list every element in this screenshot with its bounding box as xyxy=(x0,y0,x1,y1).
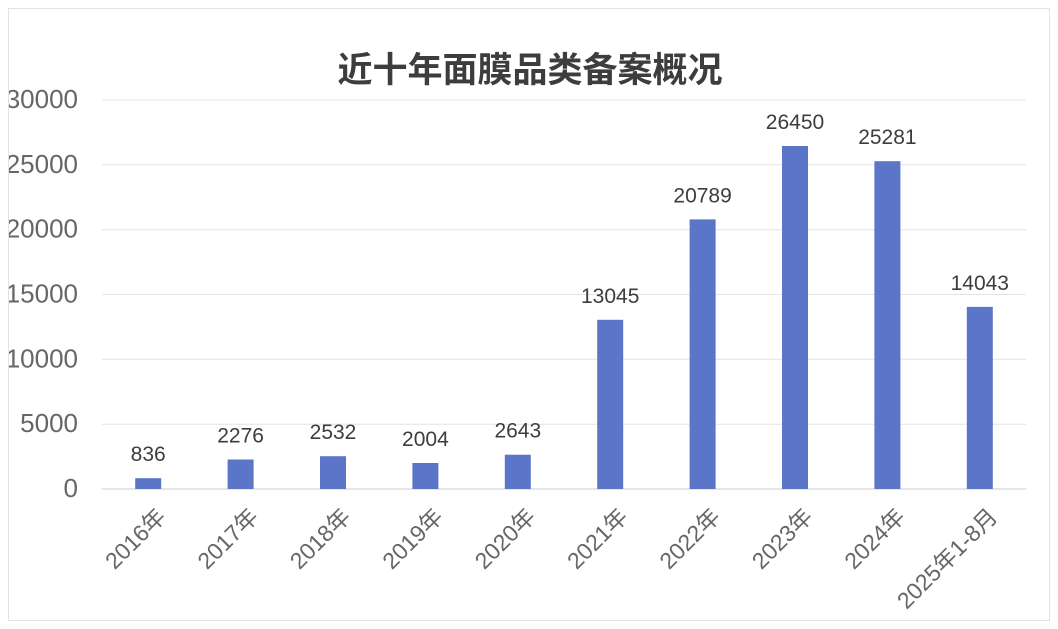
svg-text:30000: 30000 xyxy=(9,84,78,114)
svg-text:2018年: 2018年 xyxy=(285,503,356,574)
svg-text:2021年: 2021年 xyxy=(562,503,633,574)
svg-text:2532: 2532 xyxy=(310,421,357,444)
svg-text:2004: 2004 xyxy=(402,428,449,451)
svg-text:2025年1-8月: 2025年1-8月 xyxy=(892,503,1003,614)
svg-text:0: 0 xyxy=(64,473,78,503)
svg-text:2016年: 2016年 xyxy=(100,503,171,574)
svg-text:2023年: 2023年 xyxy=(747,503,818,574)
svg-text:10000: 10000 xyxy=(9,343,78,373)
svg-text:2024年: 2024年 xyxy=(839,503,910,574)
svg-text:25000: 25000 xyxy=(9,149,78,179)
svg-text:13045: 13045 xyxy=(581,285,639,308)
svg-text:2643: 2643 xyxy=(494,420,541,443)
svg-text:2019年: 2019年 xyxy=(377,503,448,574)
svg-text:5000: 5000 xyxy=(20,408,78,438)
svg-text:2022年: 2022年 xyxy=(654,503,725,574)
svg-text:20789: 20789 xyxy=(673,184,731,207)
svg-text:14043: 14043 xyxy=(951,272,1009,295)
svg-text:2017年: 2017年 xyxy=(192,503,263,574)
svg-text:20000: 20000 xyxy=(9,214,78,244)
svg-text:2020年: 2020年 xyxy=(470,503,541,574)
svg-text:836: 836 xyxy=(131,443,166,466)
svg-text:25281: 25281 xyxy=(858,126,916,149)
svg-text:26450: 26450 xyxy=(766,111,824,134)
svg-text:2276: 2276 xyxy=(217,425,264,448)
svg-text:15000: 15000 xyxy=(9,279,78,309)
